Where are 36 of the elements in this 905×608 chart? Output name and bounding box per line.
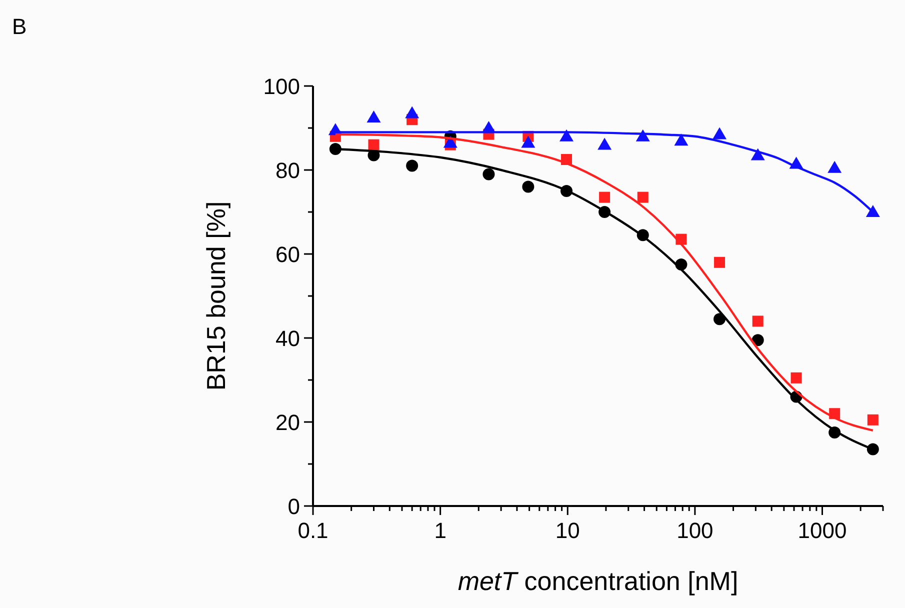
point bbox=[714, 256, 726, 268]
point bbox=[366, 110, 381, 122]
point bbox=[714, 313, 726, 326]
point bbox=[637, 192, 648, 203]
point bbox=[674, 134, 688, 146]
text: B bbox=[12, 14, 27, 39]
point bbox=[521, 136, 536, 148]
y-axis-title: BR15 bound [%] bbox=[201, 201, 231, 391]
point bbox=[752, 316, 764, 327]
point bbox=[482, 168, 495, 180]
y-tick-label: 20 bbox=[276, 410, 300, 435]
x-tick-label: 1 bbox=[434, 518, 446, 543]
y-tick-label: 60 bbox=[276, 242, 300, 267]
y-tick-label: 100 bbox=[263, 74, 300, 99]
point bbox=[752, 334, 764, 346]
y-tick-label: 80 bbox=[276, 158, 300, 183]
x-tick-label: 10 bbox=[555, 518, 580, 543]
point bbox=[405, 106, 420, 118]
y-tick-label: 40 bbox=[276, 326, 300, 351]
point bbox=[406, 160, 418, 172]
point bbox=[560, 129, 574, 142]
x-tick-label: 0.1 bbox=[298, 518, 328, 543]
x-tick-label: 1000 bbox=[798, 518, 847, 543]
point bbox=[599, 192, 610, 203]
point bbox=[368, 139, 380, 150]
point bbox=[750, 148, 765, 160]
point bbox=[712, 127, 727, 140]
point bbox=[867, 414, 878, 426]
point bbox=[790, 372, 802, 384]
point bbox=[598, 138, 612, 150]
y-tick-label: 0 bbox=[288, 494, 300, 519]
point bbox=[866, 205, 880, 217]
x-tick-label: 100 bbox=[676, 518, 714, 543]
x-axis-title: metT concentration [nM] bbox=[458, 566, 738, 596]
point bbox=[828, 160, 842, 173]
point bbox=[522, 180, 534, 193]
